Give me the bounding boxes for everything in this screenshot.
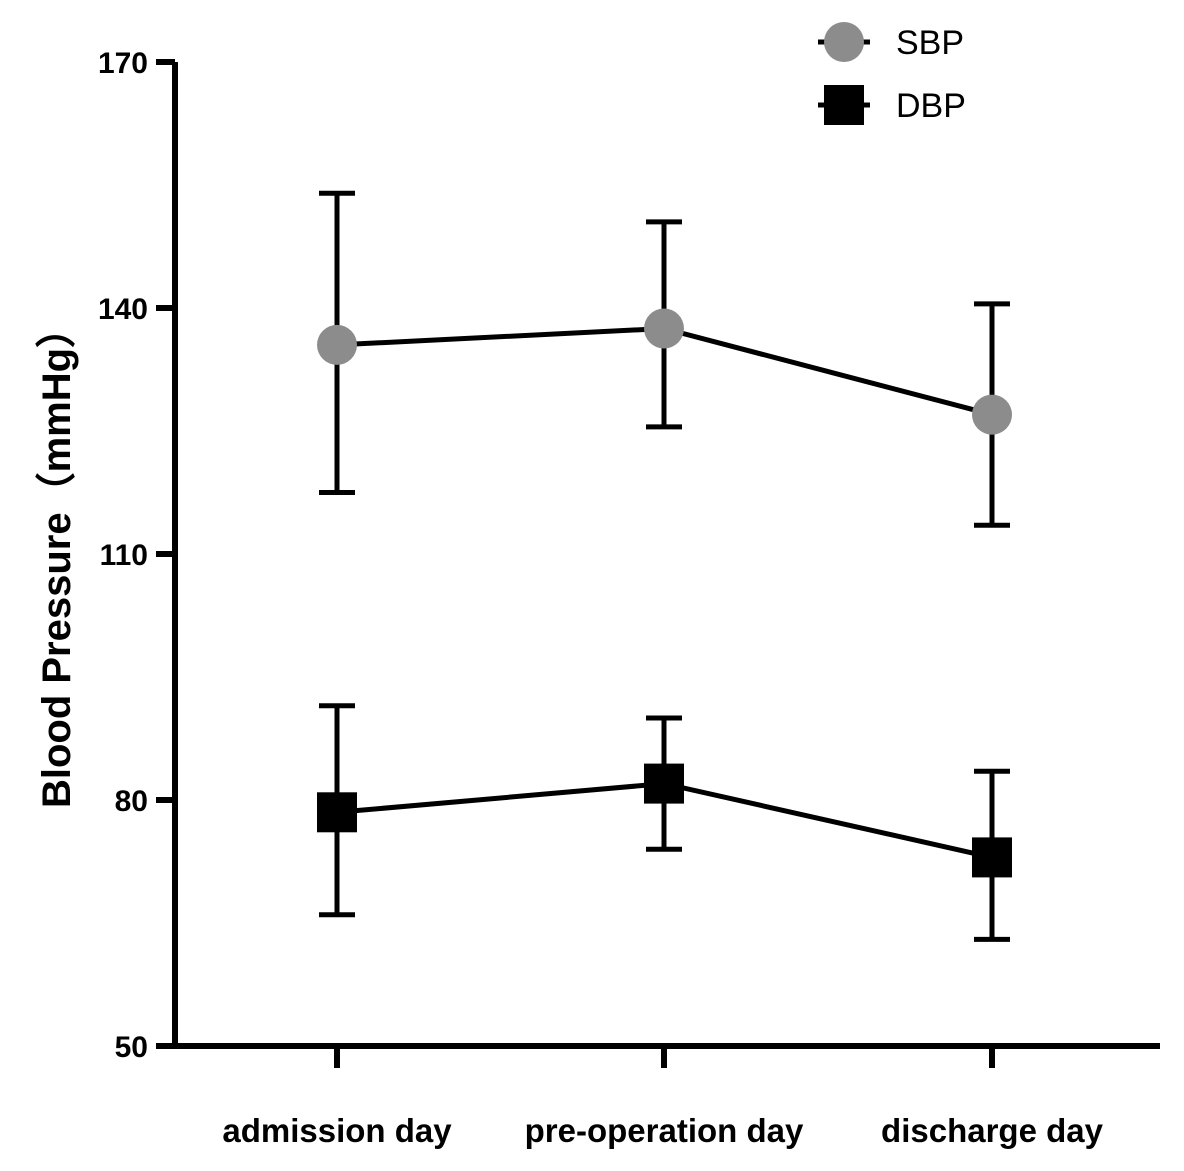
x-category-label: admission day [222, 1112, 452, 1149]
y-tick-label: 110 [100, 539, 148, 572]
x-category-label: pre-operation day [525, 1112, 804, 1149]
y-tick-label: 170 [98, 47, 148, 80]
data-point-circle [317, 324, 357, 365]
x-ticks: admission day pre-operation day discharge … [222, 1046, 1104, 1149]
y-axis-title: Blood Pressure（mmHg） [35, 308, 79, 808]
legend-item-sbp: SBP [818, 22, 964, 62]
data-point-square [317, 792, 357, 833]
legend-item-dbp: DBP [818, 85, 966, 125]
data-point-circle [972, 394, 1012, 435]
data-point-square [644, 763, 684, 804]
y-tick-label: 50 [115, 1031, 148, 1064]
data-point-circle [644, 308, 684, 349]
legend-marker-square [824, 85, 864, 125]
series-dbp [317, 703, 1012, 942]
data-point-square [972, 837, 1012, 878]
y-tick-label: 140 [98, 293, 148, 326]
y-ticks: 50 80 110 140 170 [98, 47, 175, 1064]
x-category-label: discharge day [881, 1112, 1104, 1149]
legend-label: SBP [896, 24, 964, 62]
axes [172, 62, 1160, 1049]
legend-marker-circle [824, 22, 864, 62]
series-sbp [317, 190, 1012, 528]
legend: SBP DBP [818, 22, 966, 125]
series-layer [317, 190, 1012, 942]
legend-label: DBP [896, 87, 966, 125]
y-tick-label: 80 [115, 785, 148, 818]
